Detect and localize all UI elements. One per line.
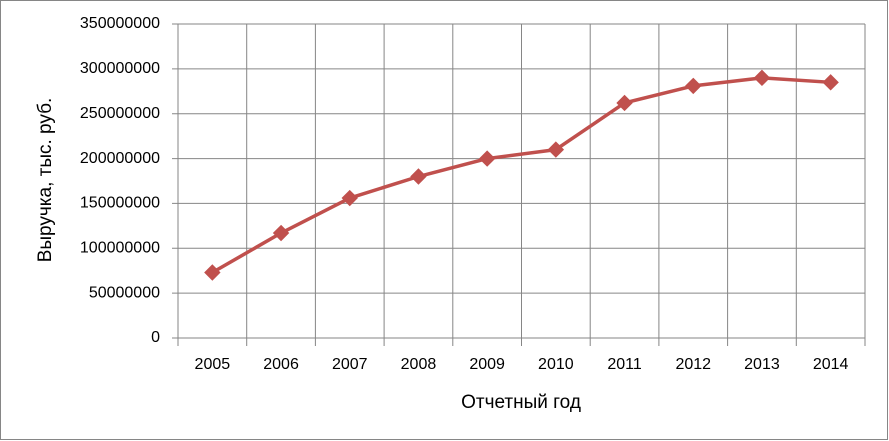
data-point (478, 150, 496, 167)
data-point (341, 189, 358, 207)
data-point (685, 77, 702, 95)
y-tick-label: 350000000 (80, 15, 160, 32)
x-tick-label: 2011 (607, 356, 642, 373)
x-tick-label: 2007 (332, 356, 368, 373)
data-point (272, 224, 290, 242)
data-point (204, 264, 221, 281)
y-tick-label: 150000000 (80, 195, 160, 212)
x-tick-label: 2009 (469, 356, 505, 373)
data-point (547, 141, 565, 158)
y-tick-label: 300000000 (80, 60, 160, 77)
data-point (410, 168, 427, 185)
x-tick-label: 2006 (263, 356, 299, 373)
y-tick-label: 0 (151, 329, 160, 346)
x-tick-label: 2014 (813, 356, 849, 373)
x-tick-label: 2012 (675, 356, 711, 373)
data-point (753, 69, 771, 87)
data-point (616, 94, 633, 112)
x-tick-label: 2008 (401, 356, 437, 373)
y-tick-label: 100000000 (80, 240, 160, 257)
x-tick-label: 2010 (538, 356, 574, 373)
y-tick-label: 200000000 (80, 150, 160, 167)
y-tick-label: 250000000 (80, 105, 160, 122)
y-axis-title: Выручка, тыс. руб. (35, 98, 56, 263)
x-tick-label: 2005 (195, 356, 231, 373)
y-tick-label: 50000000 (89, 284, 160, 301)
x-tick-label: 2013 (744, 356, 780, 373)
x-axis-title: Отчетный год (461, 392, 581, 413)
line-series (211, 76, 831, 275)
data-point (822, 74, 839, 91)
